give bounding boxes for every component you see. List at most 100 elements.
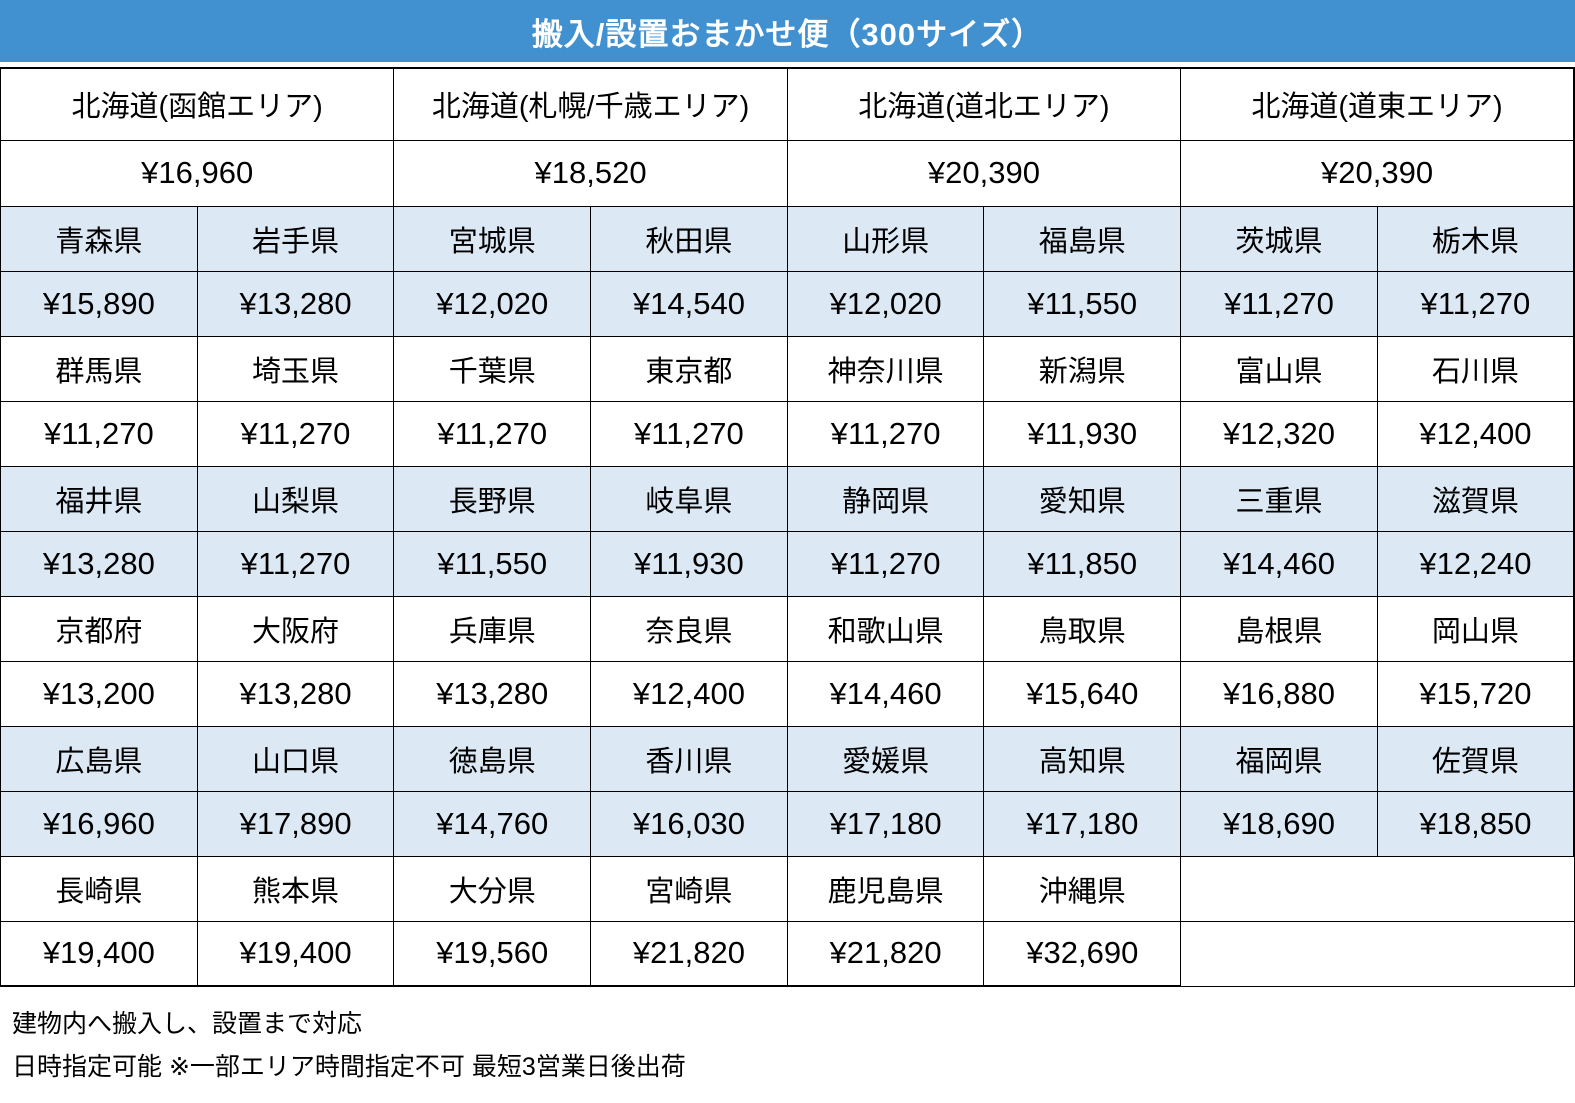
price-cell: ¥11,270 <box>196 400 395 467</box>
name-row: 群馬県 埼玉県 千葉県 東京都 神奈川県 新潟県 富山県 石川県 <box>0 335 1575 402</box>
region-name-cell: 群馬県 <box>0 335 198 402</box>
price-cell: ¥32,690 <box>983 920 1182 987</box>
price-cell: ¥14,760 <box>393 790 592 857</box>
price-cell: ¥20,390 <box>1180 139 1575 207</box>
region-name-cell: 沖縄県 <box>983 855 1182 922</box>
region-name-cell: 北海道(札幌/千歳エリア) <box>393 67 788 141</box>
price-cell: ¥15,890 <box>0 270 198 337</box>
empty-cell <box>1180 855 1575 922</box>
region-name-cell: 福井県 <box>0 465 198 532</box>
price-cell: ¥11,550 <box>393 530 592 597</box>
note-schedule: 日時指定可能 ※一部エリア時間指定不可 最短3営業日後出荷 <box>12 1053 686 1081</box>
price-row: ¥16,960 ¥17,890 ¥14,760 ¥16,030 ¥17,180 ¥17,1… <box>0 790 1575 857</box>
price-cell: ¥14,540 <box>590 270 788 337</box>
region-name-cell: 三重県 <box>1180 465 1378 532</box>
region-name-cell: 和歌山県 <box>786 595 985 662</box>
price-cell: ¥11,270 <box>393 400 592 467</box>
price-cell: ¥18,850 <box>1376 790 1575 857</box>
region-name-cell: 佐賀県 <box>1376 725 1575 792</box>
region-name-cell: 神奈川県 <box>786 335 985 402</box>
price-cell: ¥19,560 <box>393 920 592 987</box>
table-title: 搬入/設置おまかせ便（300サイズ） <box>0 0 1575 62</box>
price-cell: ¥16,030 <box>590 790 788 857</box>
price-row: ¥19,400 ¥19,400 ¥19,560 ¥21,820 ¥21,820 ¥32,6… <box>0 920 1575 987</box>
price-cell: ¥15,720 <box>1376 660 1575 727</box>
name-row: 京都府 大阪府 兵庫県 奈良県 和歌山県 鳥取県 島根県 岡山県 <box>0 595 1575 662</box>
name-row: 青森県 岩手県 宮城県 秋田県 山形県 福島県 茨城県 栃木県 <box>0 205 1575 272</box>
price-cell: ¥11,270 <box>786 400 985 467</box>
price-cell: ¥11,270 <box>1180 270 1378 337</box>
price-cell: ¥16,880 <box>1180 660 1378 727</box>
price-cell: ¥11,850 <box>983 530 1182 597</box>
price-row: ¥11,270 ¥11,270 ¥11,270 ¥11,270 ¥11,270 ¥11,9… <box>0 400 1575 467</box>
region-name-cell: 兵庫県 <box>393 595 592 662</box>
region-name-cell: 鹿児島県 <box>786 855 985 922</box>
price-cell: ¥13,280 <box>196 660 395 727</box>
region-name-cell: 北海道(道東エリア) <box>1180 67 1575 141</box>
price-cell: ¥16,960 <box>0 139 395 207</box>
price-cell: ¥18,520 <box>393 139 788 207</box>
price-cell: ¥19,400 <box>0 920 198 987</box>
name-row: 広島県 山口県 徳島県 香川県 愛媛県 高知県 福岡県 佐賀県 <box>0 725 1575 792</box>
region-name-cell: 新潟県 <box>983 335 1182 402</box>
price-cell: ¥12,320 <box>1180 400 1378 467</box>
region-name-cell: 徳島県 <box>393 725 592 792</box>
price-cell: ¥18,690 <box>1180 790 1378 857</box>
region-name-cell: 愛知県 <box>983 465 1182 532</box>
region-name-cell: 北海道(道北エリア) <box>786 67 1182 141</box>
region-name-cell: 茨城県 <box>1180 205 1378 272</box>
shipping-price-table: 北海道(函館エリア) 北海道(札幌/千歳エリア) 北海道(道北エリア) 北海道(道東エ… <box>0 67 1575 987</box>
price-cell: ¥11,270 <box>1376 270 1575 337</box>
price-cell: ¥12,020 <box>393 270 592 337</box>
price-cell: ¥11,550 <box>983 270 1182 337</box>
region-name-cell: 東京都 <box>590 335 788 402</box>
region-name-cell: 栃木県 <box>1376 205 1575 272</box>
price-cell: ¥21,820 <box>786 920 985 987</box>
price-cell: ¥13,280 <box>196 270 395 337</box>
region-name-cell: 滋賀県 <box>1376 465 1575 532</box>
price-cell: ¥15,640 <box>983 660 1182 727</box>
note-delivery-scope: 建物内へ搬入し、設置まで対応 <box>12 1010 363 1038</box>
price-cell: ¥14,460 <box>786 660 985 727</box>
empty-cell <box>1180 920 1575 987</box>
price-cell: ¥11,270 <box>196 530 395 597</box>
region-name-cell: 福岡県 <box>1180 725 1378 792</box>
price-cell: ¥16,960 <box>0 790 198 857</box>
price-cell: ¥11,270 <box>0 400 198 467</box>
region-name-cell: 岡山県 <box>1376 595 1575 662</box>
price-cell: ¥11,270 <box>786 530 985 597</box>
region-name-cell: 大阪府 <box>196 595 395 662</box>
price-cell: ¥17,180 <box>786 790 985 857</box>
region-name-cell: 鳥取県 <box>983 595 1182 662</box>
price-cell: ¥17,180 <box>983 790 1182 857</box>
name-row: 福井県 山梨県 長野県 岐阜県 静岡県 愛知県 三重県 滋賀県 <box>0 465 1575 532</box>
region-name-cell: 石川県 <box>1376 335 1575 402</box>
region-name-cell: 秋田県 <box>590 205 788 272</box>
price-cell: ¥13,280 <box>393 660 592 727</box>
price-cell: ¥12,020 <box>786 270 985 337</box>
price-row: ¥16,960 ¥18,520 ¥20,390 ¥20,390 <box>0 139 1575 207</box>
region-name-cell: 大分県 <box>393 855 592 922</box>
price-cell: ¥17,890 <box>196 790 395 857</box>
region-name-cell: 高知県 <box>983 725 1182 792</box>
price-row: ¥13,200 ¥13,280 ¥13,280 ¥12,400 ¥14,460 ¥15,6… <box>0 660 1575 727</box>
name-row: 長崎県 熊本県 大分県 宮崎県 鹿児島県 沖縄県 <box>0 855 1575 922</box>
price-cell: ¥13,280 <box>0 530 198 597</box>
region-name-cell: 北海道(函館エリア) <box>0 67 395 141</box>
region-name-cell: 千葉県 <box>393 335 592 402</box>
region-name-cell: 富山県 <box>1180 335 1378 402</box>
region-name-cell: 岐阜県 <box>590 465 788 532</box>
price-cell: ¥12,240 <box>1376 530 1575 597</box>
region-name-cell: 宮崎県 <box>590 855 788 922</box>
region-name-cell: 長崎県 <box>0 855 198 922</box>
region-name-cell: 熊本県 <box>196 855 395 922</box>
price-cell: ¥11,270 <box>590 400 788 467</box>
price-cell: ¥11,930 <box>590 530 788 597</box>
region-name-cell: 広島県 <box>0 725 198 792</box>
price-cell: ¥14,460 <box>1180 530 1378 597</box>
region-name-cell: 奈良県 <box>590 595 788 662</box>
region-name-cell: 京都府 <box>0 595 198 662</box>
region-name-cell: 埼玉県 <box>196 335 395 402</box>
price-cell: ¥19,400 <box>196 920 395 987</box>
region-name-cell: 青森県 <box>0 205 198 272</box>
